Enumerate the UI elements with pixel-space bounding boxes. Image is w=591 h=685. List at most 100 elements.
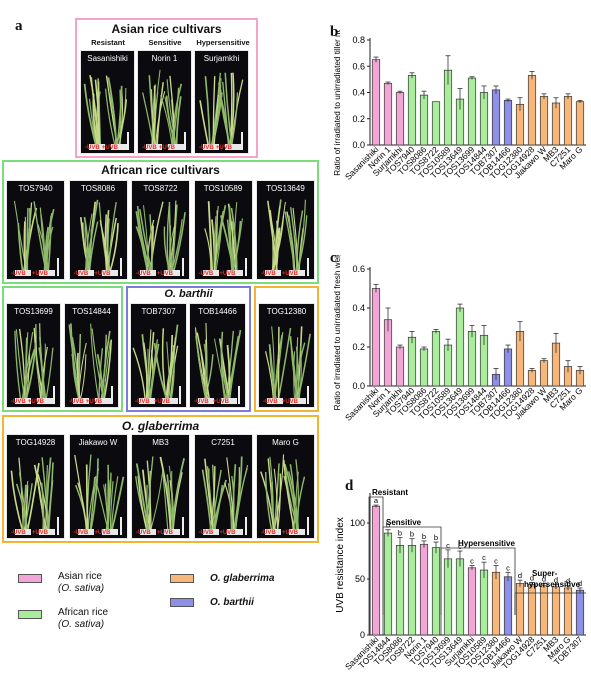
plant-leaf <box>24 208 31 274</box>
scale-bar <box>57 517 59 535</box>
plant-leaf <box>18 472 29 533</box>
scale-bar <box>307 517 309 535</box>
y-tick-label: 0.4 <box>352 88 365 98</box>
uvb-plus-label: +UVB <box>219 271 236 277</box>
significance-letter: b <box>398 529 402 538</box>
significance-letter: c <box>494 557 498 566</box>
bar <box>539 360 549 387</box>
plant-leaf <box>289 338 298 402</box>
y-tick-label: 0.2 <box>352 342 365 352</box>
barthii-group-box <box>126 286 251 412</box>
scale-bar <box>307 258 309 276</box>
photo-label: TOS14844 <box>72 307 111 316</box>
bar <box>503 100 513 146</box>
plant-leaf <box>15 483 28 533</box>
uvb-plus-label: +UVB <box>156 530 173 536</box>
plant-leaf <box>163 226 171 274</box>
legend-label-barthii: O. barthii <box>210 597 254 608</box>
plant-illustration <box>132 324 179 402</box>
pot-tag <box>15 270 31 276</box>
photo-label: TOS13699 <box>14 307 53 316</box>
bracket-super-label-line1: Super- <box>532 569 558 578</box>
plant-leaf <box>228 335 239 402</box>
plant-leaf <box>15 329 26 402</box>
uvb-minus-label: -UVB <box>11 399 26 405</box>
plant-leaf <box>272 201 286 274</box>
pot-tag <box>77 529 94 535</box>
plant-leaf <box>135 226 149 274</box>
uvb-minus-label: -UVB <box>73 271 89 277</box>
plant-leaf <box>226 219 233 274</box>
plant-leaf <box>148 75 156 148</box>
plant-leaf <box>149 214 153 274</box>
scale-bar <box>119 258 122 276</box>
plant-leaf <box>132 347 147 402</box>
plant-leaf <box>98 348 104 402</box>
legend-label-glaberrima: O. glaberrima <box>210 573 275 584</box>
plant-leaf <box>222 81 230 148</box>
uvb-plus-label: +UVB <box>215 145 232 151</box>
bar <box>419 348 429 387</box>
plant-leaf <box>234 465 248 533</box>
plant-illustration <box>203 201 243 274</box>
plant-leaf <box>260 471 275 533</box>
significance-letter: c <box>506 563 510 572</box>
pot-tag <box>89 144 105 150</box>
uvb-minus-label: -UVB <box>261 530 276 536</box>
plant-illustration <box>68 323 113 402</box>
plant-leaf <box>104 483 109 533</box>
plant-leaf <box>201 469 212 533</box>
bar <box>467 567 477 636</box>
plant-leaf <box>83 199 98 274</box>
glaberrima-group-title: O. glaberrima <box>121 419 200 433</box>
plant-leaf <box>34 342 43 402</box>
plant-leaf <box>295 459 300 533</box>
bar <box>419 543 429 636</box>
plant-leaf <box>232 456 243 533</box>
plant-leaf <box>230 207 238 274</box>
plant-leaf <box>88 221 98 274</box>
plant-leaf <box>166 341 171 402</box>
bar <box>515 583 525 636</box>
plant-leaf <box>204 76 211 148</box>
plant-leaf <box>168 202 173 274</box>
pot-tag <box>202 529 219 535</box>
y-tick-label: 0.4 <box>352 303 365 313</box>
significance-letter: d <box>578 579 582 588</box>
plant-leaf <box>89 468 99 533</box>
bracket-sensitive-label: Sensitive <box>386 518 422 527</box>
y-tick-label: 0.0 <box>352 140 365 150</box>
plant-leaf <box>35 323 42 402</box>
bar <box>575 589 585 636</box>
photo-label: Maro G <box>272 438 299 447</box>
plant-leaf <box>139 208 153 274</box>
plant-illustration <box>260 454 306 533</box>
uvb-resistance-index-chart: UVB resistance index050100SasanishikiaTO… <box>335 488 586 672</box>
pot-tag <box>164 270 181 276</box>
plant-leaf <box>169 200 177 274</box>
plant-leaf <box>166 79 178 148</box>
plant-illustration <box>79 199 119 274</box>
bar <box>575 101 585 146</box>
y-axis-label: Ratio of irradiated to unirradiated till… <box>333 30 342 176</box>
plant-leaf <box>231 220 241 274</box>
legend-swatch-glaberrima <box>170 574 194 583</box>
plant-leaf <box>172 472 183 533</box>
plant-leaf <box>175 96 182 148</box>
scale-bar <box>179 386 181 404</box>
significance-letter: d <box>518 571 522 580</box>
bar <box>431 101 441 146</box>
pot-tag <box>39 270 56 276</box>
plant-leaf <box>90 323 100 402</box>
plant-leaf <box>283 475 294 533</box>
legend-swatch-asian <box>18 574 42 583</box>
panel-d-letter: d <box>345 478 354 494</box>
pot-tag <box>265 529 281 535</box>
photo-label: TOG14928 <box>15 438 56 447</box>
pot-tag <box>221 398 238 404</box>
plant-leaf <box>92 93 99 148</box>
plant-leaf <box>71 353 80 402</box>
plant-leaf <box>84 223 90 274</box>
scale-bar <box>184 132 186 150</box>
bar <box>503 348 513 387</box>
